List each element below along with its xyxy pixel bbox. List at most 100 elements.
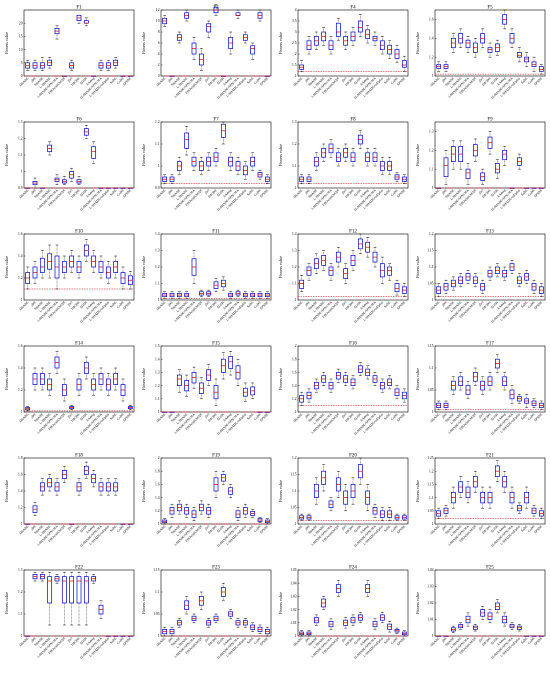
y-axis-label: Fitness value (278, 256, 283, 278)
box-epsde (402, 514, 406, 521)
box-agsk (495, 160, 499, 179)
box-ea4eig (503, 372, 507, 390)
box-shade (451, 277, 455, 290)
box-lshade-spacma (329, 36, 333, 54)
box-elshade-spacma (99, 479, 103, 496)
panel-title: F4 (350, 6, 356, 11)
box-imode (488, 267, 492, 280)
panel-title: F22 (75, 566, 83, 571)
box-imode (488, 487, 492, 508)
iqr-box (70, 577, 74, 603)
box-code (258, 625, 262, 634)
box-jso (70, 60, 74, 71)
box-jso (207, 504, 211, 517)
y-tick-label: 12 (156, 8, 160, 12)
box-agsk (221, 583, 225, 601)
y-tick-label: 1 (295, 298, 297, 302)
panel-title: F18 (75, 454, 83, 459)
y-tick-label: 1.15 (427, 249, 433, 253)
y-tick-label: 1 (158, 164, 160, 168)
box-lshade-spacma (192, 153, 196, 171)
box-l-shade-cnepsin (517, 154, 521, 169)
box-l-shade (459, 141, 463, 169)
plot-frame (435, 458, 545, 524)
box-ea4eig (366, 366, 370, 379)
y-axis-label: Fitness value (141, 144, 146, 166)
box-l-shade-cnepsin (243, 292, 247, 299)
y-tick-label: 1 (432, 410, 434, 414)
box-agsk (84, 18, 88, 26)
iqr-box (525, 57, 529, 62)
box-lshade-spacma (192, 367, 196, 388)
box-l-shade (459, 476, 463, 497)
y-tick-label: 2 (158, 63, 160, 67)
box-ebowithcmar (473, 139, 477, 162)
y-tick-label: 1 (295, 634, 297, 638)
box-jde (307, 514, 311, 521)
iqr-box (62, 577, 66, 603)
y-axis-label: Fitness value (4, 368, 9, 390)
y-tick-label: 1.2 (292, 142, 297, 146)
box-sade (114, 368, 118, 390)
box-sade (251, 509, 255, 517)
box-ebowithcmar (199, 49, 203, 71)
iqr-box (92, 147, 96, 159)
y-tick-label: 0 (21, 74, 23, 78)
box-code (395, 514, 399, 521)
box-msade (437, 284, 441, 297)
box-jde (444, 280, 448, 293)
y-tick-label: 1.3 (18, 120, 23, 124)
box-agsk (358, 14, 362, 36)
y-tick-label: 1.15 (153, 568, 159, 572)
panel-title: F16 (349, 342, 357, 347)
box-imode (77, 479, 81, 496)
box-agsk (358, 234, 362, 254)
box-shade (314, 32, 318, 50)
y-tick-label: 1.1 (292, 489, 297, 493)
panel-title: F17 (486, 342, 494, 347)
y-tick-label: 1.02 (427, 601, 433, 605)
box-shade (40, 572, 44, 581)
box-ebowithcmar (473, 471, 477, 492)
y-tick-label: 2 (295, 344, 297, 348)
box-ebowithcmar (62, 466, 66, 483)
box-code (532, 506, 536, 517)
y-tick-label: 1.02 (290, 608, 296, 612)
x-tick-label: EPSDE (396, 636, 406, 646)
box-shade (314, 478, 318, 504)
box-elshade-spacma (99, 368, 103, 390)
box-ebowithcmar (336, 19, 340, 41)
box-imode (214, 471, 218, 497)
box-shade (314, 615, 318, 626)
y-axis-label: Fitness value (415, 368, 420, 390)
box-l-shade (322, 28, 326, 46)
box-epsde (539, 284, 543, 297)
y-tick-label: 1.05 (427, 282, 433, 286)
y-axis-label: Fitness value (4, 480, 9, 502)
y-tick-label: 1.4 (18, 254, 23, 258)
iqr-box (517, 52, 521, 57)
box-sade (114, 479, 118, 496)
box-elshade-spacma (373, 32, 377, 45)
box-l-shade-cnepsin (106, 262, 110, 284)
x-tick-label: EPSDE (259, 636, 269, 646)
box-ebowithcmar (336, 581, 340, 597)
y-tick-label: 1.2 (429, 469, 434, 473)
box-shade (40, 58, 44, 71)
y-tick-label: 1.4 (292, 232, 297, 236)
box-l-shade-cnepsin (243, 383, 247, 401)
box-code (395, 628, 399, 633)
box-ea4eig (92, 374, 96, 396)
box-msade (163, 292, 167, 299)
y-tick-label: 1.1 (18, 153, 23, 157)
box-sade (388, 621, 392, 632)
